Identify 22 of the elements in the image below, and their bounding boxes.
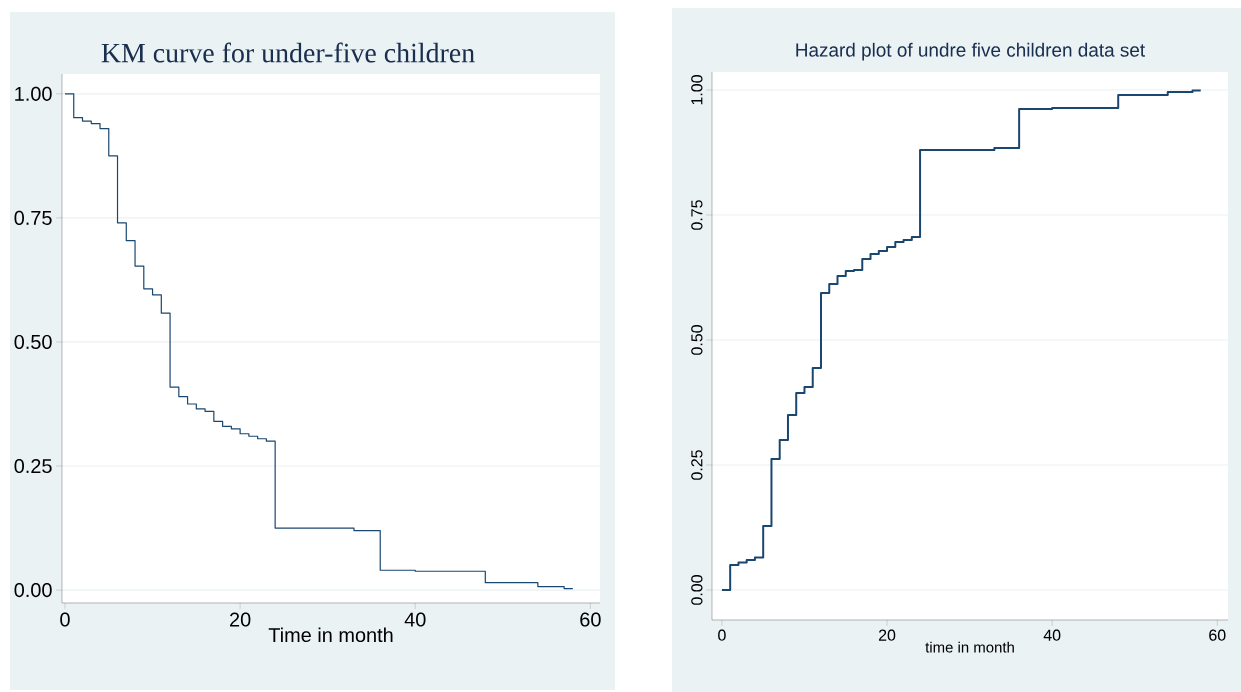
x-tick-label: 0	[718, 629, 726, 641]
chart-title: KM curve for under-five children	[101, 42, 475, 63]
y-tick-label: 1.00	[691, 75, 703, 105]
y-tick-label: 1.00	[15, 86, 52, 101]
y-tick-label: 0.25	[14, 458, 52, 474]
x-tick-label: 60	[580, 612, 601, 627]
x-tick-label: 40	[404, 612, 426, 627]
y-tick-label: 0.00	[14, 583, 52, 598]
x-tick-label: 60	[1209, 629, 1226, 641]
y-tick-label: 0.50	[691, 325, 703, 355]
y-tick-label: 0.00	[691, 575, 703, 605]
y-tick-label: 0.25	[691, 450, 703, 480]
chart-title: Hazard plot of undre five children data set	[796, 42, 1145, 61]
x-axis-title: time in month	[925, 641, 1014, 653]
x-tick-label: 0	[60, 612, 70, 627]
x-tick-label: 20	[878, 629, 896, 641]
x-tick-label: 20	[230, 612, 251, 627]
y-tick-label: 0.50	[14, 334, 52, 349]
y-tick-label: 0.75	[14, 210, 52, 225]
x-axis-title: Time in month	[268, 627, 393, 643]
x-tick-label: 40	[1043, 629, 1061, 641]
y-tick-label: 0.75	[691, 200, 703, 230]
